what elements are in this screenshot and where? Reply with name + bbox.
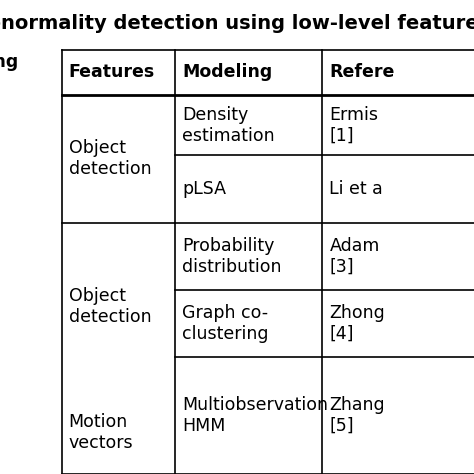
Text: Zhong
[4]: Zhong [4] [329,304,385,343]
Text: Abnormality detection using low-level features: Abnormality detection using low-level fe… [0,14,474,33]
Text: Graph co-
clustering: Graph co- clustering [182,304,269,343]
Text: Density
estimation: Density estimation [182,106,275,145]
Text: Modeling: Modeling [182,64,273,81]
Text: Ermis
[1]: Ermis [1] [329,106,378,145]
Text: Features: Features [69,64,155,81]
Text: Adam
[3]: Adam [3] [329,237,380,276]
Text: Refere: Refere [329,64,395,81]
Text: pLSA: pLSA [182,180,227,198]
Text: Probability
distribution: Probability distribution [182,237,282,276]
Text: Object
detection: Object detection [69,139,151,178]
Text: Object
detection: Object detection [69,287,151,326]
Text: pling
ort: pling ort [0,53,18,91]
Text: Multiobservation
HMM: Multiobservation HMM [182,396,328,435]
Text: Zhang
[5]: Zhang [5] [329,396,385,435]
Text: Li et a: Li et a [329,180,383,198]
Text: Motion
vectors: Motion vectors [69,413,133,452]
